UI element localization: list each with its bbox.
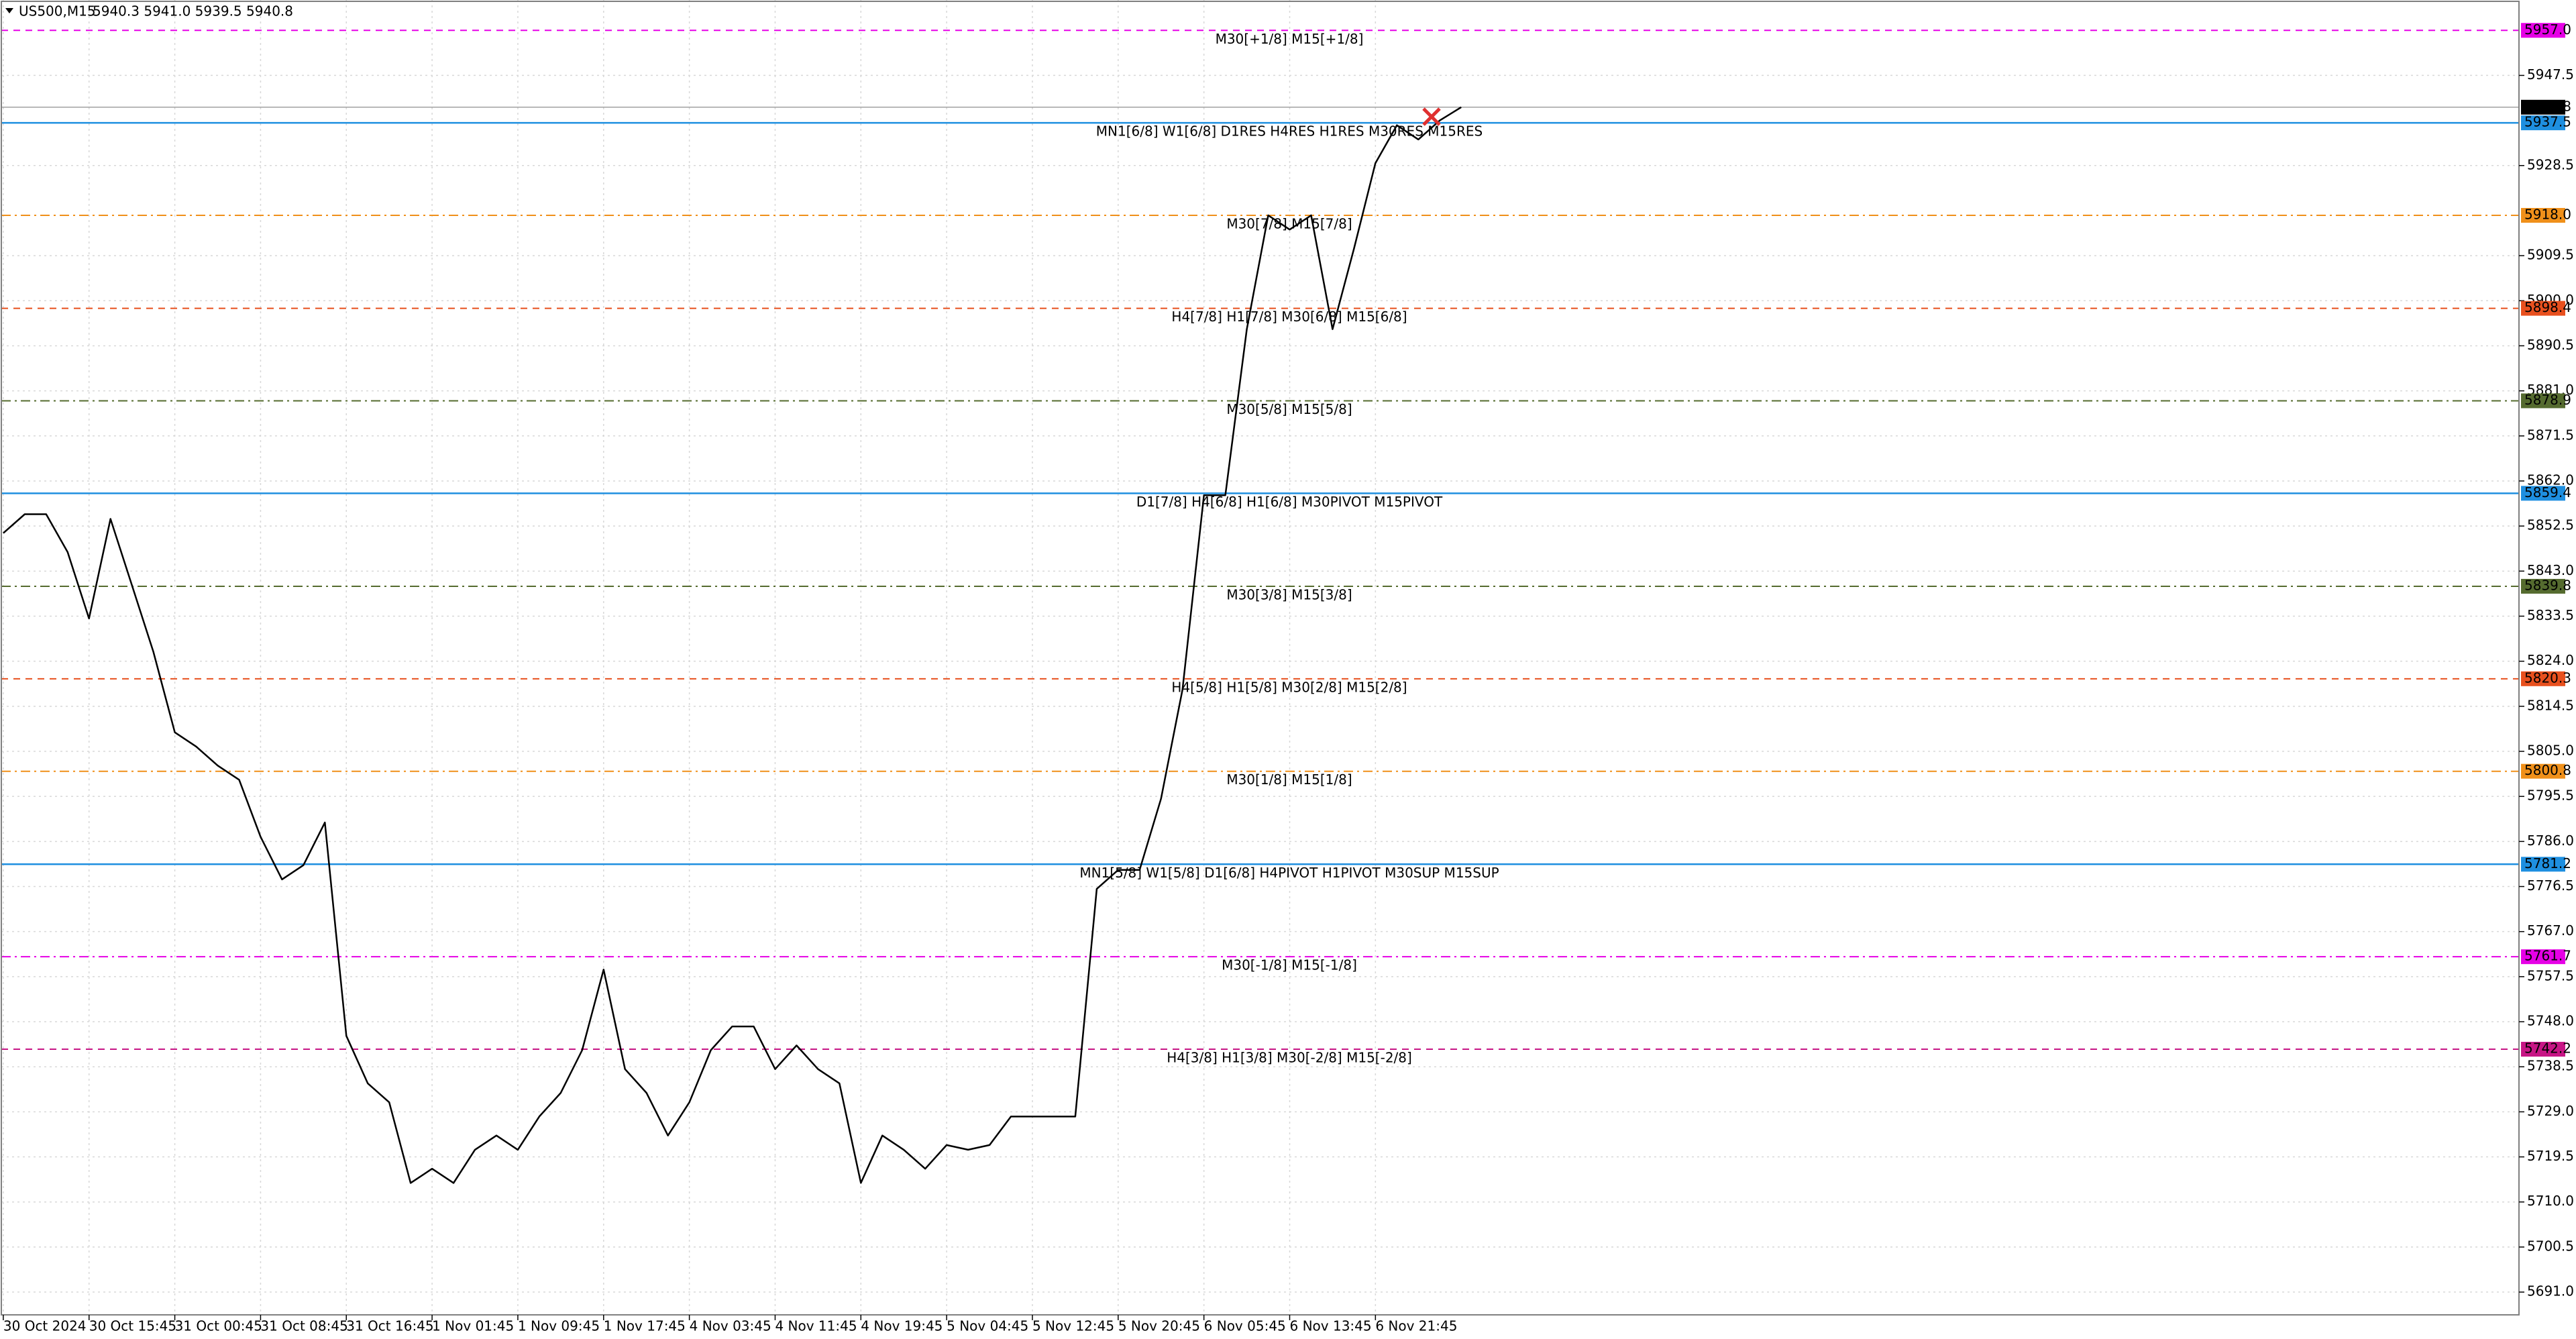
y-tick-label: 5843.0 xyxy=(2527,562,2574,578)
marker-stroke xyxy=(1422,107,1441,126)
plot-frame xyxy=(1,1,2520,1316)
level-label: H4[7/8] H1[7/8] M30[6/8] M15[6/8] xyxy=(1171,309,1407,325)
x-tick-label: 5 Nov 04:45 xyxy=(947,1318,1028,1334)
x-tick-label: 1 Nov 09:45 xyxy=(518,1318,600,1334)
y-tick-label: 5776.5 xyxy=(2527,877,2574,894)
price-box-label: 5898.4 xyxy=(2524,299,2571,315)
y-tick-label: 5795.5 xyxy=(2527,788,2574,804)
price-box-label: 5859.4 xyxy=(2524,484,2571,500)
x-tick-label: 1 Nov 01:45 xyxy=(432,1318,514,1334)
price-box xyxy=(2521,115,2565,131)
price-box xyxy=(2521,301,2565,316)
y-tick-label: 5700.5 xyxy=(2527,1238,2574,1254)
level-label: H4[5/8] H1[5/8] M30[2/8] M15[2/8] xyxy=(1171,679,1407,695)
levels: M30[+1/8] M15[+1/8] MN1[6/8] W1[6/8] D1RE… xyxy=(1,30,2519,1066)
level-label: M30[5/8] M15[5/8] xyxy=(1226,401,1352,417)
x-tick-label: 31 Oct 16:45 xyxy=(346,1318,433,1334)
price-box-label: 5839.8 xyxy=(2524,577,2571,593)
price-line xyxy=(3,106,1462,1184)
y-tick-label: 5719.5 xyxy=(2527,1148,2574,1164)
y-tick-label: 5691.0 xyxy=(2527,1283,2574,1299)
y-tick-label: 5757.5 xyxy=(2527,967,2574,983)
price-box xyxy=(2521,1042,2565,1057)
plot xyxy=(3,106,1462,1184)
level-label: MN1[5/8] W1[5/8] D1[6/8] H4PIVOT H1PIVOT… xyxy=(1079,865,1499,881)
price-box xyxy=(2521,578,2565,594)
level-label: MN1[6/8] W1[6/8] D1RES H4RES H1RES M30RE… xyxy=(1096,123,1483,140)
y-tick-label: 5824.0 xyxy=(2527,652,2574,668)
y-tick-label: 5767.0 xyxy=(2527,922,2574,939)
level-label: M30[+1/8] M15[+1/8] xyxy=(1216,31,1364,47)
x-tick-label: 4 Nov 11:45 xyxy=(775,1318,857,1334)
x-tick-label: 6 Nov 21:45 xyxy=(1375,1318,1457,1334)
price-box xyxy=(2521,486,2565,501)
x-tick-label: 31 Oct 00:45 xyxy=(175,1318,262,1334)
y-tick-label: 5786.0 xyxy=(2527,833,2574,849)
x-tick-label: 30 Oct 15:45 xyxy=(89,1318,176,1334)
price-box-label: 5940.8 xyxy=(2524,98,2571,114)
x-tick-label: 6 Nov 05:45 xyxy=(1204,1318,1286,1334)
price-box-label: 5742.2 xyxy=(2524,1040,2571,1057)
level-label: M30[-1/8] M15[-1/8] xyxy=(1222,957,1357,973)
price-box xyxy=(2521,393,2565,409)
x-tick-label: 5 Nov 12:45 xyxy=(1032,1318,1114,1334)
x-tick-label: 6 Nov 13:45 xyxy=(1290,1318,1372,1334)
x-tick-label: 1 Nov 17:45 xyxy=(604,1318,686,1334)
price-box xyxy=(2521,671,2565,686)
y-tick-label: 5852.5 xyxy=(2527,517,2574,533)
price-box xyxy=(2521,99,2565,115)
price-box xyxy=(2521,208,2565,223)
y-tick-label: 5890.5 xyxy=(2527,337,2574,353)
quote: 5940.3 5941.0 5939.5 5940.8 xyxy=(93,3,293,19)
price-box-label: 5761.7 xyxy=(2524,948,2571,964)
close-marker xyxy=(1422,107,1441,126)
level-label: D1[7/8] H4[6/8] H1[6/8] M30PIVOT M15PIVO… xyxy=(1136,494,1443,510)
y-tick-label: 5729.0 xyxy=(2527,1103,2574,1119)
axis: 5947.55928.55909.55900.05890.55881.05871… xyxy=(3,66,2574,1334)
price-box xyxy=(2521,949,2565,965)
y-tick-label: 5805.0 xyxy=(2527,743,2574,759)
price-box-label: 5957.0 xyxy=(2524,21,2571,38)
x-tick-label: 5 Nov 20:45 xyxy=(1118,1318,1200,1334)
level-label: H4[3/8] H1[3/8] M30[-2/8] M15[-2/8] xyxy=(1167,1050,1412,1066)
price-box-label: 5937.5 xyxy=(2524,114,2571,130)
y-tick-label: 5748.0 xyxy=(2527,1013,2574,1029)
x-tick-label: 31 Oct 08:45 xyxy=(260,1318,347,1334)
menu-arrow xyxy=(5,8,13,13)
y-tick-label: 5833.5 xyxy=(2527,607,2574,623)
price-box-label: 5878.9 xyxy=(2524,392,2571,408)
y-tick-label: 5862.0 xyxy=(2527,472,2574,488)
y-tick-label: 5947.5 xyxy=(2527,66,2574,83)
price-boxes: 5957.0 5937.5 5918.0 5898.4 5878.9 5859.4 5839… xyxy=(2521,21,2571,1057)
grid xyxy=(1,0,2519,1315)
y-tick-label: 5814.5 xyxy=(2527,697,2574,713)
price-box-label: 5918.0 xyxy=(2524,207,2571,223)
y-tick-label: 5738.5 xyxy=(2527,1058,2574,1074)
x-tick-label: 30 Oct 2024 xyxy=(3,1318,87,1334)
price-box xyxy=(2521,763,2565,779)
level-label: M30[1/8] M15[1/8] xyxy=(1226,771,1352,788)
x-tick-label: 4 Nov 19:45 xyxy=(861,1318,943,1334)
y-tick-label: 5871.5 xyxy=(2527,427,2574,443)
price-box xyxy=(2521,23,2565,38)
x-tick-label: 4 Nov 03:45 xyxy=(690,1318,771,1334)
y-tick-label: 5909.5 xyxy=(2527,247,2574,263)
level-label: M30[3/8] M15[3/8] xyxy=(1226,586,1352,602)
price-box-label: 5800.8 xyxy=(2524,762,2571,778)
price-box-label: 5820.3 xyxy=(2524,670,2571,686)
price-box xyxy=(2521,857,2565,872)
y-tick-label: 5928.5 xyxy=(2527,156,2574,172)
symbol: US500,M15 xyxy=(19,3,96,19)
price-box-label: 5781.2 xyxy=(2524,855,2571,871)
y-tick-label: 5710.0 xyxy=(2527,1193,2574,1209)
